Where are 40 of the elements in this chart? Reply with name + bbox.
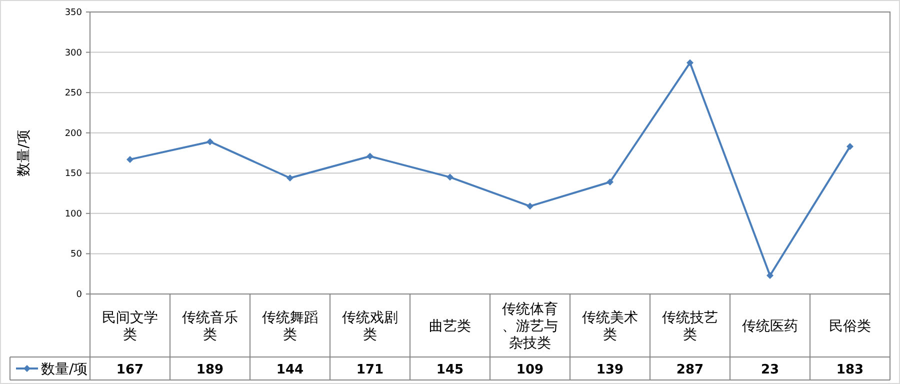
x-tick-label: 民俗类 <box>829 318 871 334</box>
point <box>686 59 694 66</box>
y-tick-label: 0 <box>76 290 82 300</box>
y-tick-label: 100 <box>64 209 82 220</box>
y-tick-label: 150 <box>64 169 82 180</box>
x-tick-label: 传统戏剧类 <box>342 310 398 343</box>
data-label: 145 <box>436 362 464 378</box>
point <box>846 143 854 150</box>
point <box>446 174 454 181</box>
point <box>126 156 134 163</box>
x-tick-label: 传统技艺类 <box>662 310 718 343</box>
y-tick-label: 250 <box>64 88 82 99</box>
point <box>766 272 774 279</box>
y-tick-label: 200 <box>64 128 82 139</box>
point <box>366 152 374 160</box>
point <box>606 178 614 186</box>
y-tick-label: 300 <box>64 48 82 58</box>
point <box>206 138 214 146</box>
data-label: 109 <box>516 362 544 378</box>
data-label: 167 <box>116 362 144 378</box>
y-axis-title: 数量/项 <box>16 130 32 176</box>
x-tick-label: 民间文学类 <box>102 310 158 343</box>
legend-label: 数量/项 <box>41 362 88 378</box>
x-tick-label: 传统舞蹈类 <box>262 310 318 343</box>
data-label: 183 <box>836 362 864 378</box>
x-tick-label: 传统医药 <box>742 318 798 334</box>
data-label: 23 <box>760 362 780 378</box>
data-label: 144 <box>276 362 304 378</box>
x-tick-label: 传统体育、游艺与杂技类 <box>502 300 558 352</box>
x-tick-label: 传统音乐类 <box>182 310 238 343</box>
point <box>286 174 294 182</box>
data-label: 189 <box>196 362 224 378</box>
data-label: 287 <box>676 362 704 378</box>
data-label: 139 <box>596 362 624 378</box>
point <box>526 202 534 210</box>
y-tick-label: 50 <box>70 250 82 260</box>
y-tick-label: 350 <box>64 8 82 18</box>
data-label: 171 <box>356 362 384 378</box>
x-tick-label: 曲艺类 <box>429 318 471 334</box>
x-tick-label: 传统美术类 <box>582 310 638 343</box>
